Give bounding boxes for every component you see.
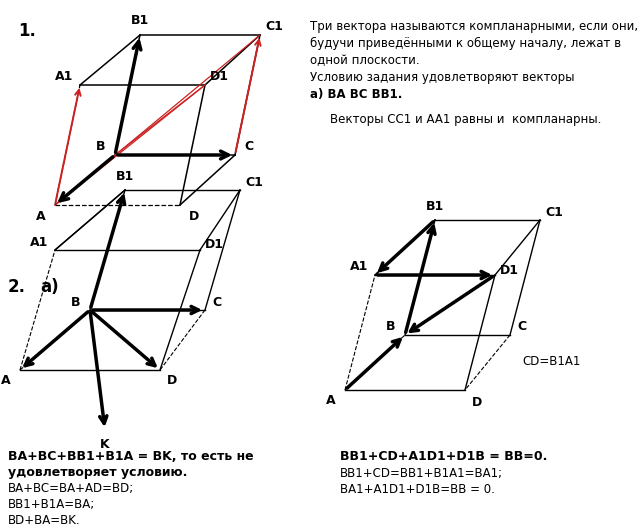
- Text: A: A: [36, 211, 46, 224]
- Text: CD=B1A1: CD=B1A1: [522, 355, 580, 368]
- Text: A1: A1: [350, 260, 368, 274]
- Text: BA+BC=BA+AD=BD;: BA+BC=BA+AD=BD;: [8, 482, 134, 495]
- Text: одной плоскости.: одной плоскости.: [310, 54, 420, 67]
- Text: A1: A1: [30, 236, 48, 248]
- Text: Три вектора называются компланарными, если они,: Три вектора называются компланарными, ес…: [310, 20, 638, 33]
- Text: C1: C1: [265, 20, 283, 34]
- Text: D: D: [167, 373, 177, 386]
- Text: B: B: [71, 296, 80, 309]
- Text: Условию задания удовлетворяют векторы: Условию задания удовлетворяют векторы: [310, 71, 574, 84]
- Text: BB1+CD+A1D1+D1B = BB=0.: BB1+CD+A1D1+D1B = BB=0.: [340, 450, 547, 463]
- Text: B1: B1: [116, 170, 134, 183]
- Text: D1: D1: [205, 238, 223, 251]
- Text: 2.: 2.: [8, 278, 26, 296]
- Text: C: C: [245, 141, 254, 153]
- Text: D1: D1: [209, 70, 229, 83]
- Text: D1: D1: [500, 264, 518, 277]
- Text: B: B: [386, 320, 396, 333]
- Text: C: C: [517, 320, 527, 333]
- Text: будучи приведёнными к общему началу, лежат в: будучи приведёнными к общему началу, леж…: [310, 37, 621, 50]
- Text: 1.: 1.: [18, 22, 36, 40]
- Text: K: K: [100, 437, 110, 450]
- Text: BB1+CD=BB1+B1A1=BA1;: BB1+CD=BB1+B1A1=BA1;: [340, 467, 503, 480]
- Text: D: D: [472, 395, 482, 408]
- Text: a) BA BC BB1.: a) BA BC BB1.: [310, 88, 402, 101]
- Text: BA1+A1D1+D1B=BB = 0.: BA1+A1D1+D1B=BB = 0.: [340, 483, 495, 496]
- Text: D: D: [189, 211, 199, 224]
- Text: C1: C1: [245, 175, 263, 188]
- Text: B: B: [96, 141, 106, 153]
- Text: a): a): [40, 278, 59, 296]
- Text: удовлетворяет условию.: удовлетворяет условию.: [8, 466, 187, 479]
- Text: BD+BA=BK.: BD+BA=BK.: [8, 514, 80, 525]
- Text: B1: B1: [131, 15, 149, 27]
- Text: A1: A1: [55, 70, 73, 83]
- Text: BB1+B1A=BA;: BB1+B1A=BA;: [8, 498, 95, 511]
- Text: B1: B1: [426, 200, 444, 213]
- Text: BA+BC+BB1+B1A = BK, то есть не: BA+BC+BB1+B1A = BK, то есть не: [8, 450, 254, 463]
- Text: Векторы CC1 и AA1 равны и  компланарны.: Векторы CC1 и AA1 равны и компланарны.: [330, 113, 601, 126]
- Text: A: A: [327, 394, 336, 406]
- Text: C1: C1: [545, 205, 563, 218]
- Text: A: A: [1, 373, 11, 386]
- Text: C: C: [213, 296, 222, 309]
